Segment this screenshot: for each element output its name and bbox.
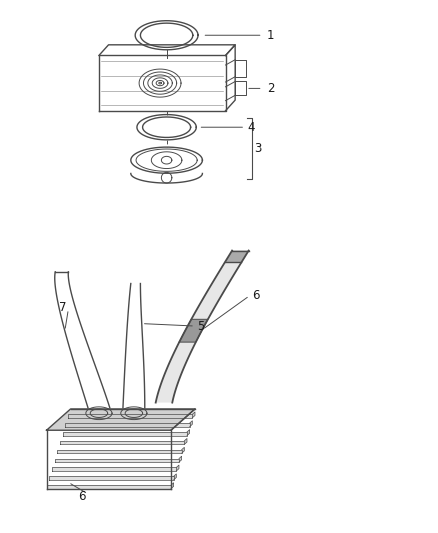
Polygon shape [187,430,190,435]
Polygon shape [52,467,177,471]
Text: 3: 3 [254,142,261,155]
Polygon shape [177,465,179,471]
Polygon shape [60,441,184,445]
Text: 6: 6 [252,289,259,302]
Polygon shape [184,439,187,445]
Polygon shape [57,450,182,453]
Polygon shape [179,319,208,342]
Polygon shape [182,447,184,453]
Polygon shape [192,412,195,418]
Text: 2: 2 [267,82,275,95]
Polygon shape [179,456,182,462]
Polygon shape [225,251,249,262]
Text: 6: 6 [78,490,86,503]
Polygon shape [46,485,171,489]
Polygon shape [55,458,179,462]
Polygon shape [173,474,177,480]
Text: 5: 5 [197,320,205,333]
Text: 1: 1 [267,29,275,42]
Polygon shape [46,409,195,430]
Polygon shape [190,421,192,427]
Text: 7: 7 [59,302,66,314]
Polygon shape [68,414,192,418]
Polygon shape [49,477,173,480]
Polygon shape [63,432,187,435]
Polygon shape [65,423,190,427]
Text: 4: 4 [247,120,255,134]
Polygon shape [155,251,249,402]
Polygon shape [171,483,173,489]
